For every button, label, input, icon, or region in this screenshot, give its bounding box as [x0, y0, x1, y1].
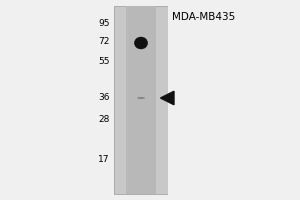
Polygon shape [160, 91, 174, 105]
Text: 55: 55 [98, 56, 110, 66]
Text: 28: 28 [98, 116, 110, 124]
Text: 72: 72 [98, 36, 110, 46]
FancyBboxPatch shape [0, 0, 114, 200]
Text: MDA-MB435: MDA-MB435 [172, 12, 236, 22]
Text: 95: 95 [98, 19, 110, 27]
FancyBboxPatch shape [126, 6, 156, 194]
Ellipse shape [137, 97, 145, 99]
Ellipse shape [134, 37, 148, 49]
FancyBboxPatch shape [168, 0, 300, 200]
Text: 17: 17 [98, 156, 110, 164]
FancyBboxPatch shape [114, 6, 168, 194]
Text: 36: 36 [98, 94, 110, 102]
